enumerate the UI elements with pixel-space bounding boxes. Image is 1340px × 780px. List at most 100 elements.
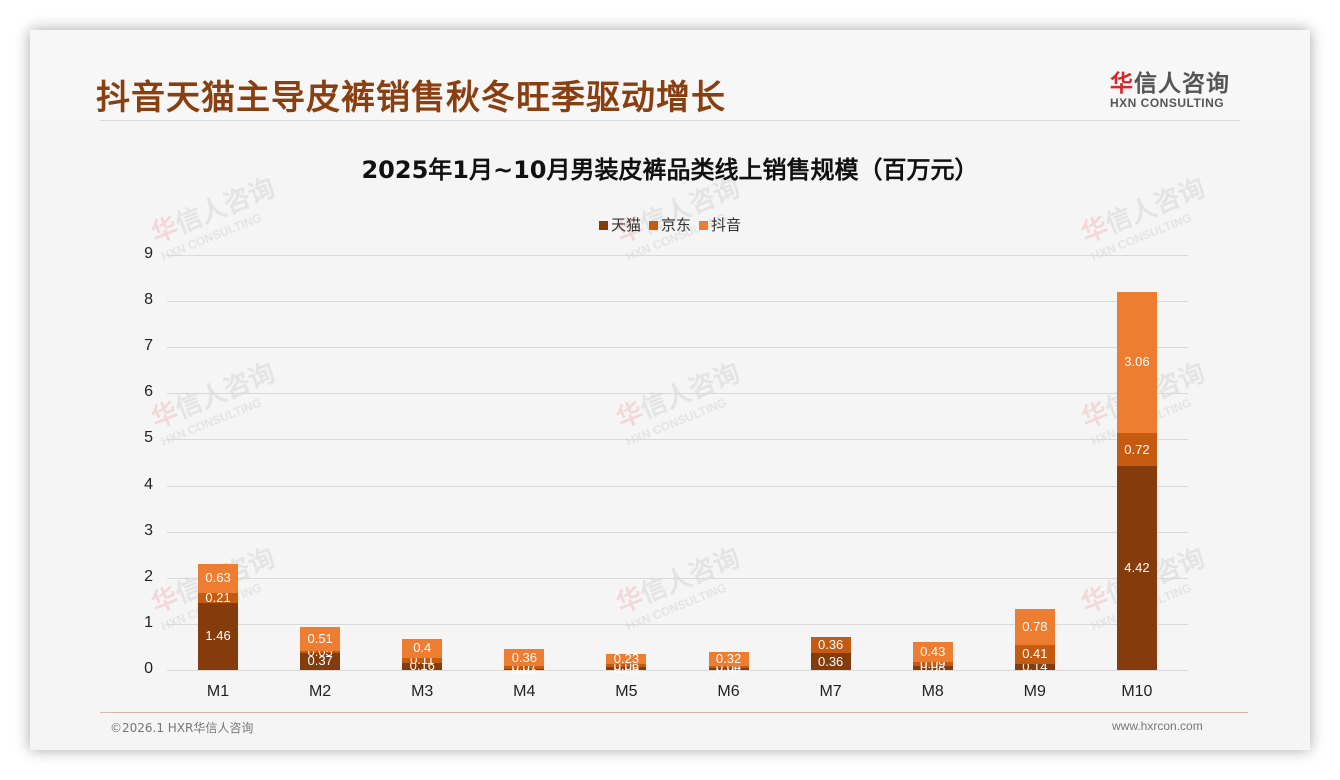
x-axis-tick: M7 [819,683,842,700]
footer-divider [100,712,1248,713]
y-axis-tick: 0 [144,660,153,677]
bar-segment[interactable] [912,642,953,663]
bar-segment[interactable] [504,669,545,670]
chart-legend: 天猫 京东 抖音 [30,214,1310,235]
x-axis-tick: M5 [615,683,638,700]
gridline [167,301,1188,303]
footer-website[interactable]: www.hxrcon.com [1112,719,1203,733]
bar-segment[interactable] [810,653,851,670]
y-axis-tick: 3 [144,521,153,539]
logo-english: HXN CONSULTING [1110,96,1225,110]
data-label: 1.46 [205,628,231,644]
data-label: 0.36 [817,653,844,669]
gridline [167,255,1188,256]
stacked-bar-M8[interactable]: 0.08 0.09 0.43 [912,255,953,675]
legend-label: 京东 [660,216,691,234]
y-axis-tick: 4 [144,475,153,493]
x-axis-tick: M6 [717,683,740,700]
gridline [167,439,1188,441]
data-label: 0.23 [613,651,640,667]
gridline [167,531,1188,533]
bar-segment[interactable] [1014,608,1055,645]
y-axis-tick: 7 [144,337,153,355]
company-logo: 华信人咨询 HXN CONSULTING [1110,64,1250,110]
stacked-bar-M4[interactable]: 0.020.070.36 [504,255,545,676]
bar-segment[interactable] [300,650,341,653]
gridline [167,393,1188,395]
gridline [167,485,1188,487]
header-band [30,30,1310,120]
bar-segment[interactable] [504,649,545,666]
bar-segment[interactable] [1014,644,1055,664]
bar-segment[interactable] [912,666,953,670]
bar-segment[interactable] [708,666,749,669]
title-divider [100,120,1240,121]
bar-segment[interactable] [300,627,341,651]
legend-swatch-icon [699,221,708,230]
bar-segment[interactable] [1116,466,1157,670]
gridline [167,623,1188,625]
stacked-bar-M6[interactable]: 0.04 0.04 0.32 [708,255,749,676]
page-title: 抖音天猫主导皮裤销售秋冬旺季驱动增长 [96,78,726,118]
bar-segment[interactable] [708,651,749,667]
data-label: 0.72 [1124,441,1150,457]
bar-segment[interactable] [1116,291,1157,433]
slide: 抖音天猫主导皮裤销售秋冬旺季驱动增长 华信人咨询 HXN CONSULTING … [30,30,1310,750]
gridline [167,577,1188,579]
legend-item[interactable]: 京东 [648,214,691,235]
legend-swatch-icon [598,221,608,230]
data-label: 0.21 [205,589,231,605]
x-axis-tick: M3 [411,683,434,700]
x-axis-tick: M2 [308,683,332,700]
legend-label: 天猫 [610,216,641,234]
data-label: 0.36 [511,649,537,665]
bar-segment[interactable] [810,636,851,654]
bar-segment[interactable] [402,639,443,658]
bar-segment[interactable] [504,665,545,670]
gridline [167,347,1188,349]
stacked-bar-M7[interactable]: 0.36 0.36 [810,255,851,670]
y-axis-tick: 2 [144,567,153,585]
chart-title: 2025年1月~10月男装皮裤品类线上销售规模（百万元） [361,156,979,184]
data-label: 0.36 [817,637,844,653]
stacked-bar-M10[interactable]: 4.42 0.72 3.06 [1116,255,1157,670]
legend-item[interactable]: 天猫 [598,214,641,235]
bar-segment[interactable] [708,668,749,670]
gridline [167,670,1188,671]
bar-segment[interactable] [606,667,647,670]
chart-plot-area: 0 1 2 3 4 5 6 7 8 9 1.46 0.21 0.63 M1 0.37 0.05 0.51 M2 0.… [144,245,1188,700]
bar-segment[interactable] [198,592,239,603]
bar-segment[interactable] [402,657,443,663]
x-axis-tick: M1 [206,683,230,700]
bar-segment[interactable] [1014,663,1055,670]
y-axis-tick: 1 [144,613,153,631]
data-label: 0.37 [307,653,333,669]
bar-segment[interactable] [300,652,341,670]
legend-swatch-icon [648,221,658,230]
data-label: 0.4 [413,640,432,656]
stacked-bar-M5[interactable]: 0.06 0.06 0.23 [606,255,647,675]
y-axis-tick: 9 [144,245,153,262]
stacked-bar-M1[interactable]: 1.46 0.21 0.63 [198,255,239,670]
bar-segment[interactable] [606,664,647,668]
x-axis-tick: M10 [1121,683,1153,700]
bar-segment[interactable] [198,602,239,670]
x-axis-tick: M8 [921,683,944,700]
data-label: 0.32 [715,650,742,666]
data-label: 0.51 [307,630,333,646]
footer-copyright: ©2026.1 HXR华信人咨询 [110,721,254,735]
bar-segment[interactable] [402,662,443,670]
bar-segment[interactable] [912,662,953,667]
bar-segment[interactable] [1116,432,1157,467]
stacked-bar-M9[interactable]: 0.14 0.41 0.78 [1014,255,1055,673]
legend-item[interactable]: 抖音 [699,214,741,235]
data-label: 4.42 [1124,560,1150,576]
y-axis-tick: 6 [144,383,153,401]
bar-segment[interactable] [606,653,647,665]
stacked-bar-M3[interactable]: 0.16 0.11 0.4 [402,255,443,673]
stacked-bar-M2[interactable]: 0.37 0.05 0.51 [300,255,341,670]
bar-segment[interactable] [198,563,239,593]
data-label: 0.63 [205,570,231,586]
data-label: 3.06 [1124,354,1150,370]
x-axis-tick: M4 [513,683,536,700]
